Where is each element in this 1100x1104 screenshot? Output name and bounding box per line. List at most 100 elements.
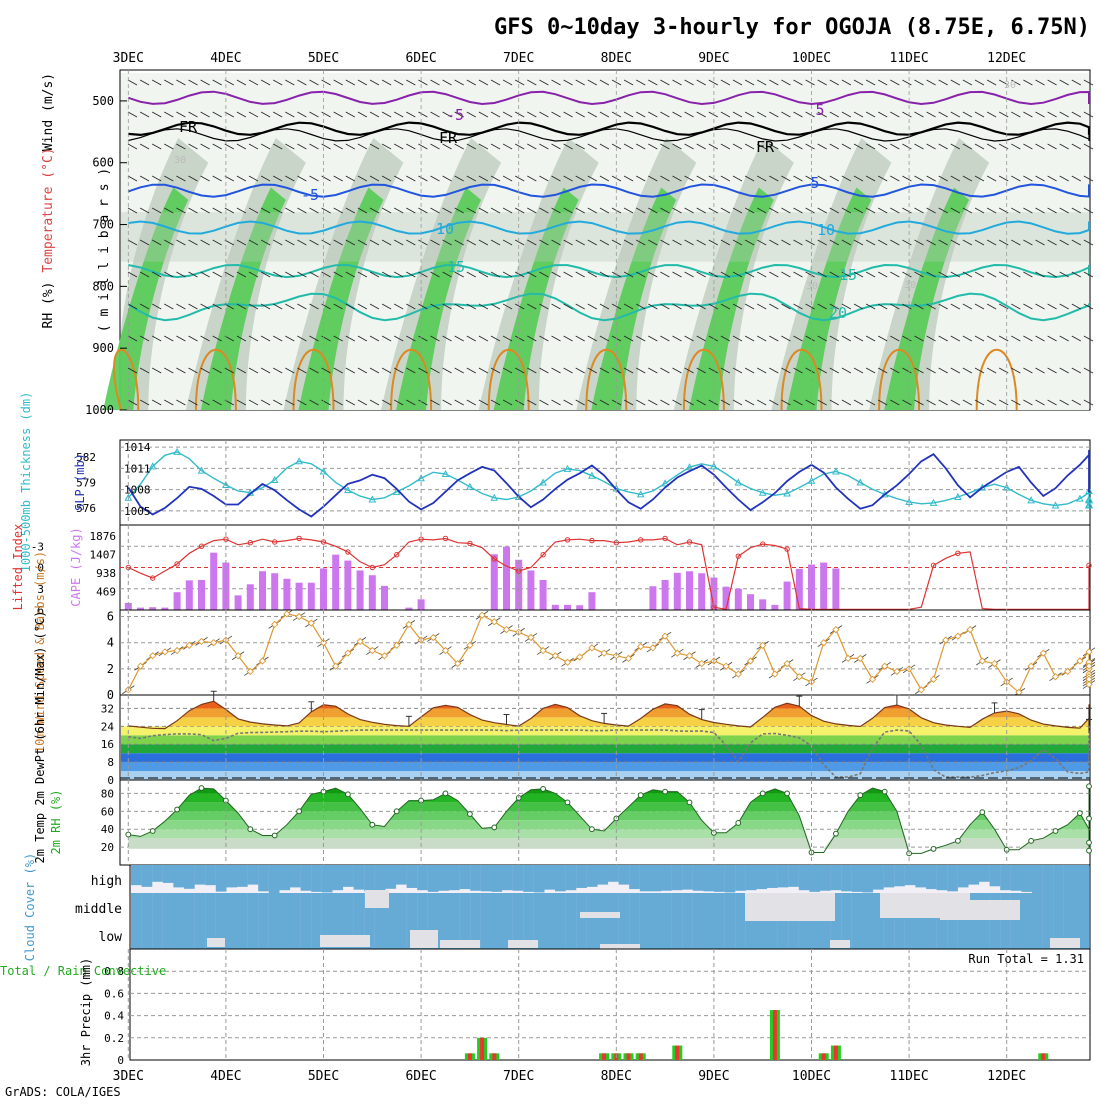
wind-barb bbox=[696, 111, 706, 118]
wind10m-point bbox=[441, 646, 450, 655]
precip-frame bbox=[129, 948, 1091, 1061]
wind-barb bbox=[176, 207, 186, 214]
credit-text: GrADS: COLA/IGES bbox=[5, 1085, 121, 1099]
wind-barb bbox=[490, 175, 501, 182]
wind10m-point bbox=[539, 646, 547, 655]
wind-barb bbox=[442, 399, 452, 406]
wind-barb bbox=[732, 335, 743, 342]
rh2m-point bbox=[735, 820, 742, 826]
wind-barb bbox=[1047, 367, 1057, 374]
wind-barb bbox=[406, 111, 416, 118]
wind-barb bbox=[829, 143, 839, 150]
wind-barb bbox=[551, 399, 561, 406]
wind-barb bbox=[309, 239, 319, 246]
wind-barb bbox=[708, 367, 718, 374]
wind-barb bbox=[902, 271, 912, 278]
wind-barb bbox=[660, 239, 670, 246]
wind-barb bbox=[986, 303, 997, 310]
cloud-cover-bar bbox=[618, 865, 630, 885]
wind-barb bbox=[490, 111, 501, 118]
wind-barb bbox=[1047, 207, 1057, 214]
wind-barb bbox=[672, 111, 682, 118]
wind-barb bbox=[539, 367, 549, 374]
wind-barb bbox=[1023, 79, 1033, 86]
wind-barb bbox=[248, 143, 259, 150]
cloud-cover-bar bbox=[1042, 921, 1054, 949]
wind-barb bbox=[732, 399, 743, 406]
wind-barb bbox=[769, 335, 779, 342]
wind-barb bbox=[285, 367, 295, 374]
cape-bar bbox=[539, 579, 547, 610]
wind-barb bbox=[732, 111, 743, 118]
wind-barb bbox=[986, 207, 997, 214]
wind-barb bbox=[236, 111, 247, 118]
wind-barb bbox=[466, 111, 476, 118]
wind10m-point bbox=[820, 639, 828, 647]
wind-barb bbox=[478, 207, 489, 214]
cloud-cover-bar bbox=[1074, 921, 1086, 949]
wind-barb bbox=[587, 335, 597, 342]
wind10m-point bbox=[734, 670, 742, 678]
cloud-cover-bar bbox=[523, 921, 534, 949]
cape-bar bbox=[649, 586, 657, 610]
wind-barb bbox=[321, 367, 331, 374]
wind-barb bbox=[212, 335, 222, 342]
wind-barb bbox=[757, 79, 767, 86]
precip-conv-bar bbox=[492, 1053, 497, 1060]
wind-barb bbox=[139, 111, 150, 118]
wind-barb bbox=[648, 399, 658, 406]
wind-barb bbox=[309, 207, 319, 214]
cloud-cover-bar bbox=[1032, 893, 1043, 921]
cloud-cover-bar bbox=[279, 921, 291, 949]
cloud-cover-bar bbox=[904, 865, 916, 886]
wind-barb bbox=[793, 303, 803, 310]
wind-barb bbox=[527, 335, 537, 342]
cloud-cover-bar bbox=[353, 893, 365, 921]
thickness-point bbox=[441, 469, 450, 477]
cloud-cover-bar bbox=[1032, 865, 1043, 893]
cloud-cover-bar bbox=[661, 893, 672, 921]
wind10m-point bbox=[917, 686, 925, 694]
cloud-cover-bar bbox=[671, 893, 683, 921]
wind-barb bbox=[345, 143, 355, 150]
wind-barb bbox=[805, 207, 815, 214]
wind-barb bbox=[176, 79, 186, 86]
wind-barb bbox=[950, 79, 960, 86]
wind-barb bbox=[176, 175, 186, 182]
cloud-cover-bar bbox=[311, 921, 322, 949]
wind-barb bbox=[1011, 303, 1021, 310]
date-label-bottom: 8DEC bbox=[601, 1069, 632, 1084]
wind10m-point bbox=[856, 654, 864, 663]
cloud-cover-bar bbox=[968, 865, 980, 885]
wind-barb bbox=[962, 239, 973, 246]
wind-barb bbox=[273, 367, 283, 374]
wind-barb bbox=[273, 111, 283, 118]
wind-barb bbox=[1071, 367, 1081, 374]
precip-tick-label: 0.8 bbox=[104, 965, 124, 978]
wind10m-point bbox=[173, 646, 181, 655]
wind-barb bbox=[297, 303, 307, 310]
wind10m-point bbox=[929, 675, 938, 683]
wind-barb bbox=[890, 303, 900, 310]
wind-barb bbox=[345, 207, 355, 214]
wind-barb bbox=[394, 399, 404, 406]
contour-label: 5 bbox=[810, 174, 819, 192]
date-label-bottom: 12DEC bbox=[987, 1069, 1026, 1084]
cloud-cover-bar bbox=[279, 865, 291, 891]
wind-barb bbox=[1059, 175, 1069, 182]
isotherm-arc bbox=[585, 348, 628, 411]
wind-barb bbox=[236, 271, 247, 278]
wind10m-point bbox=[1076, 657, 1084, 665]
cloud-cover-bar bbox=[629, 921, 640, 949]
wind-barb bbox=[369, 175, 380, 182]
wind-barb bbox=[611, 79, 622, 86]
wind-barb bbox=[212, 303, 222, 310]
cloud-cover-bar bbox=[1000, 865, 1011, 891]
wind-barb bbox=[769, 399, 779, 406]
wind-barb bbox=[962, 175, 973, 182]
cloud-cover-bar bbox=[184, 865, 195, 889]
rh2m-point bbox=[442, 790, 449, 797]
contour-label: FR bbox=[439, 129, 458, 147]
wind10m-point bbox=[698, 659, 706, 668]
cloud-cover-bar bbox=[544, 865, 556, 890]
